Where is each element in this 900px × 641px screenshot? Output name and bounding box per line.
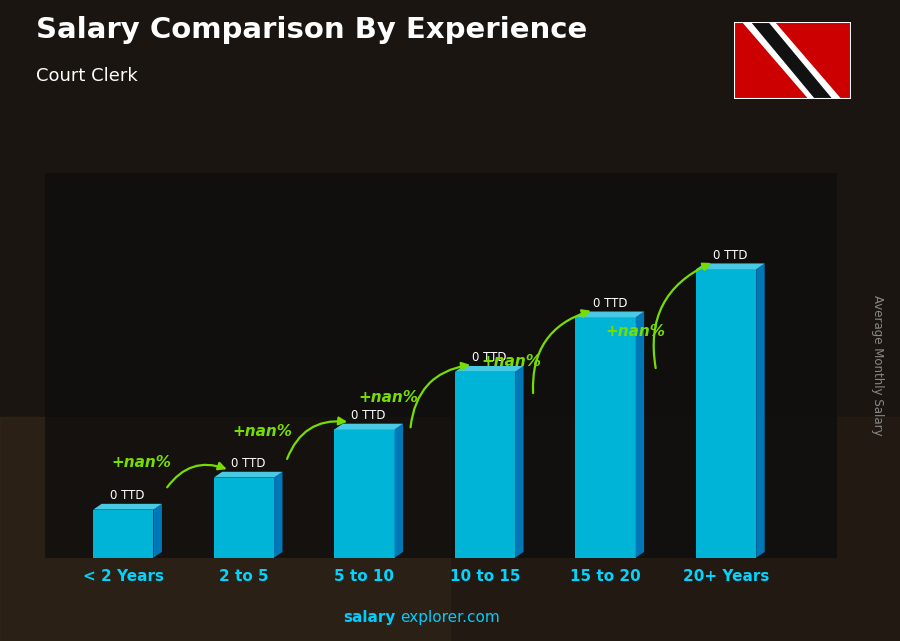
Polygon shape <box>756 263 765 558</box>
Polygon shape <box>274 472 283 558</box>
Text: 0 TTD: 0 TTD <box>111 489 145 503</box>
Text: explorer.com: explorer.com <box>400 610 500 625</box>
Polygon shape <box>94 510 154 558</box>
Polygon shape <box>635 312 644 558</box>
Polygon shape <box>94 504 162 510</box>
Polygon shape <box>696 269 756 558</box>
Text: 0 TTD: 0 TTD <box>472 351 507 364</box>
Text: salary: salary <box>344 610 396 625</box>
Text: +nan%: +nan% <box>358 390 419 404</box>
Polygon shape <box>515 366 524 558</box>
Bar <box>0 417 450 641</box>
Polygon shape <box>743 22 841 99</box>
Text: +nan%: +nan% <box>606 324 666 339</box>
Polygon shape <box>575 312 644 317</box>
Polygon shape <box>334 429 394 558</box>
Text: Salary Comparison By Experience: Salary Comparison By Experience <box>36 16 587 44</box>
Text: 0 TTD: 0 TTD <box>231 457 266 470</box>
Text: Average Monthly Salary: Average Monthly Salary <box>871 295 884 436</box>
Text: 0 TTD: 0 TTD <box>351 409 386 422</box>
Polygon shape <box>214 472 283 478</box>
Polygon shape <box>394 424 403 558</box>
Polygon shape <box>154 504 162 558</box>
Text: 0 TTD: 0 TTD <box>713 249 748 262</box>
Text: 0 TTD: 0 TTD <box>592 297 627 310</box>
Polygon shape <box>454 366 524 372</box>
Polygon shape <box>696 263 765 269</box>
Polygon shape <box>575 317 635 558</box>
Polygon shape <box>334 424 403 429</box>
Polygon shape <box>454 372 515 558</box>
Text: +nan%: +nan% <box>482 354 542 369</box>
Text: +nan%: +nan% <box>232 424 292 439</box>
Bar <box>450 417 900 641</box>
Polygon shape <box>214 478 274 558</box>
Text: +nan%: +nan% <box>112 455 171 470</box>
Polygon shape <box>752 22 832 99</box>
Text: Court Clerk: Court Clerk <box>36 67 138 85</box>
